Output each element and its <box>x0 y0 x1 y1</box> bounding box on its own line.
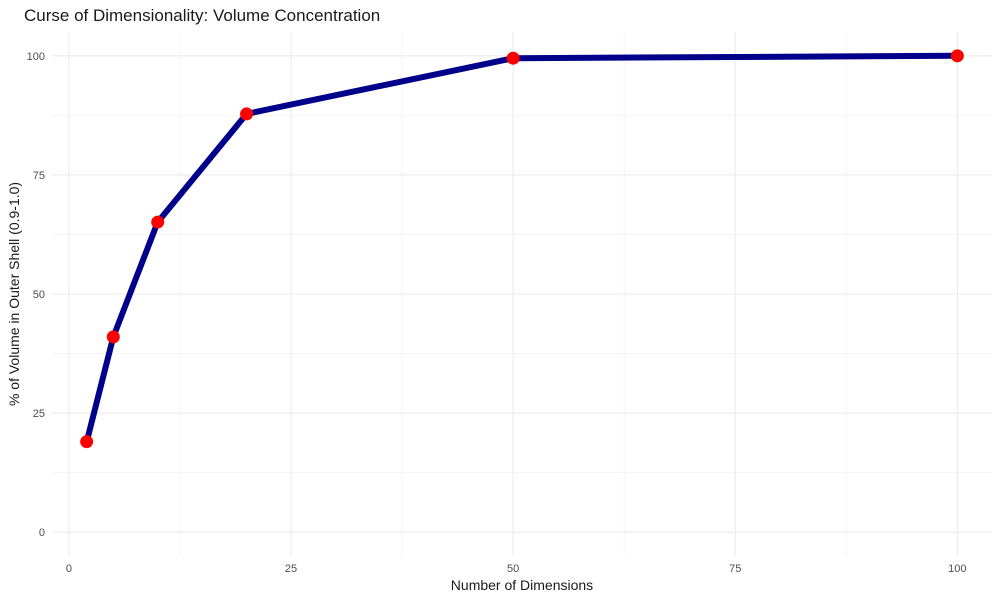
data-point <box>151 215 165 229</box>
data-point <box>106 330 120 344</box>
series-line <box>83 52 961 445</box>
x-axis-title: Number of Dimensions <box>451 577 593 593</box>
data-line-layer <box>83 52 961 445</box>
data-point <box>950 49 964 63</box>
x-tick-label: 25 <box>285 563 297 575</box>
y-tick-label: 75 <box>33 170 45 182</box>
y-tick-label: 0 <box>39 527 45 539</box>
data-point <box>506 51 520 65</box>
y-axis-title: % of Volume in Outer Shell (0.9-1.0) <box>6 182 22 406</box>
x-tick-label: 100 <box>948 563 966 575</box>
y-tick-label: 50 <box>33 289 45 301</box>
x-tick-label: 50 <box>507 563 519 575</box>
x-tick-label: 0 <box>66 563 72 575</box>
x-tick-label: 75 <box>729 563 741 575</box>
data-point <box>240 107 254 121</box>
data-points <box>80 49 964 449</box>
tick-labels: 0 25 50 75 100 0 25 50 75 100 <box>27 51 967 575</box>
gridlines <box>52 32 992 556</box>
chart-title: Curse of Dimensionality: Volume Concentr… <box>24 6 380 25</box>
data-point <box>80 435 94 449</box>
y-tick-label: 25 <box>33 408 45 420</box>
y-tick-label: 100 <box>27 51 45 63</box>
